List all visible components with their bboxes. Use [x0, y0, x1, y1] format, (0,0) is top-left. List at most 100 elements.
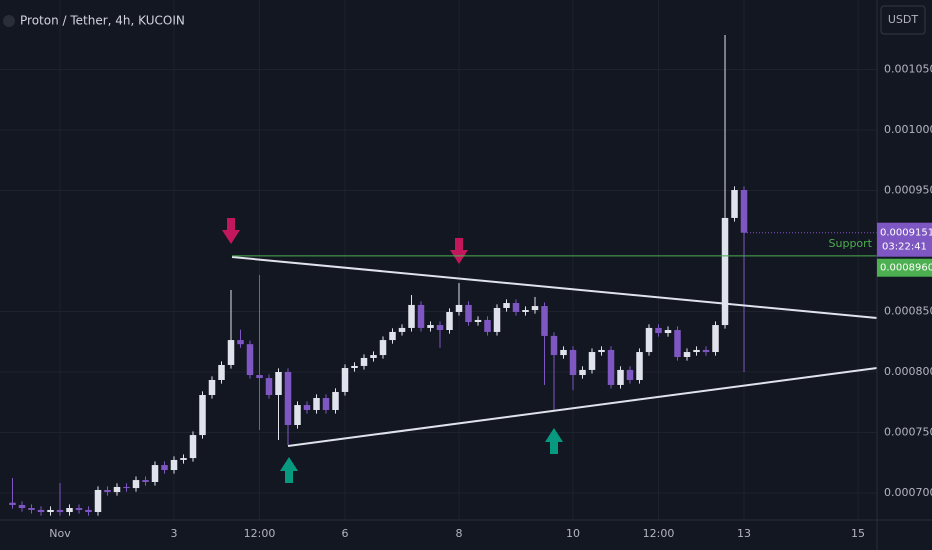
candle-body — [645, 327, 653, 353]
candle-body — [142, 480, 149, 483]
candle-body — [702, 349, 710, 353]
support-value-box — [877, 258, 932, 277]
y-tick-label: 0.0010500 — [884, 62, 932, 75]
candle-body — [265, 378, 273, 395]
candle-body — [522, 310, 529, 312]
candle-body — [56, 509, 64, 513]
candle-body — [351, 365, 358, 369]
candle-body — [170, 459, 178, 471]
chart-title: Proton / Tether, 4h, KUCOIN — [20, 14, 185, 28]
x-tick-label: 6 — [342, 527, 349, 540]
up-arrow — [545, 428, 563, 454]
candle-body — [322, 398, 330, 410]
candle-body — [132, 480, 140, 489]
candle-body — [113, 486, 121, 493]
candle-body — [303, 405, 311, 410]
candle-body — [370, 355, 377, 358]
candle-body — [588, 352, 596, 370]
candle-body — [294, 405, 301, 426]
candle-body — [484, 319, 491, 332]
candle-body — [18, 504, 26, 509]
drawings — [222, 218, 878, 483]
candle-body — [379, 340, 387, 356]
candle-body — [712, 325, 719, 353]
candle-body — [237, 340, 244, 345]
candle-body — [246, 344, 254, 376]
x-tick-label: 15 — [851, 527, 865, 540]
candle-body — [66, 508, 73, 513]
y-tick-label: 0.0007000 — [884, 486, 932, 499]
candle-body — [569, 349, 577, 376]
candle-body — [94, 489, 102, 513]
candle-body — [474, 319, 482, 323]
candle-body — [446, 311, 453, 331]
candle-body — [28, 508, 35, 510]
candle-body — [218, 364, 225, 380]
y-tick-label: 0.0008500 — [884, 304, 932, 317]
candle-body — [550, 335, 558, 356]
y-tick-label: 0.0007500 — [884, 426, 932, 439]
candle-body — [151, 465, 159, 483]
candle-body — [503, 303, 510, 308]
y-tick-label: 0.0009500 — [884, 183, 932, 196]
candle-body — [208, 379, 216, 395]
x-tick-label: 3 — [171, 527, 178, 540]
last-price-label: 0.0009151 — [880, 228, 932, 239]
candle-body — [493, 307, 501, 332]
candle-body — [664, 330, 672, 334]
x-tick-label: 12:00 — [244, 527, 276, 540]
candle-body — [560, 349, 567, 356]
candle-body — [180, 458, 187, 460]
candle-body — [683, 352, 691, 357]
candle-body — [123, 486, 130, 489]
candle-body — [721, 217, 729, 326]
candle-body — [512, 303, 520, 312]
currency-box[interactable] — [880, 5, 926, 35]
candle-body — [104, 489, 111, 493]
candle-body — [284, 371, 292, 426]
grid — [0, 0, 877, 520]
candle-body — [9, 502, 16, 505]
candle-body — [341, 368, 349, 392]
candle-body — [332, 391, 339, 410]
candle-body — [408, 304, 415, 328]
candle-body — [85, 509, 92, 513]
down-arrow — [450, 238, 468, 264]
candle-body — [740, 189, 748, 233]
candle-body — [674, 330, 681, 357]
candle-body — [636, 352, 643, 380]
candle-body — [360, 357, 368, 366]
x-tick-label: 13 — [737, 527, 751, 540]
candle-body — [47, 509, 54, 513]
x-tick-label: 12:00 — [643, 527, 675, 540]
plot — [9, 34, 748, 516]
candle-body — [227, 340, 235, 365]
up-arrow — [280, 457, 298, 483]
x-tick-label: 10 — [566, 527, 580, 540]
down-arrow — [222, 218, 240, 244]
candle-body — [427, 325, 434, 328]
upper-trend-line — [231, 256, 878, 319]
candle-body — [389, 331, 396, 341]
x-tick-label: 8 — [456, 527, 463, 540]
candle-body — [598, 349, 605, 353]
candle-body — [655, 327, 662, 334]
candle-body — [607, 349, 615, 385]
candle-body — [436, 325, 444, 331]
candle-body — [531, 306, 539, 311]
candle-body — [731, 189, 738, 218]
candle-body — [417, 304, 425, 328]
candle-body — [37, 509, 45, 513]
candle-body — [161, 465, 168, 471]
candle-body — [199, 394, 206, 436]
support-value-label: 0.0008960 — [880, 263, 932, 274]
candle-body — [626, 369, 634, 380]
candle-body — [313, 398, 320, 410]
candle-body — [398, 327, 406, 332]
y-tick-label: 0.0008000 — [884, 365, 932, 378]
candle-body — [579, 369, 586, 376]
symbol-icon — [3, 15, 15, 27]
candle-body — [541, 306, 548, 336]
